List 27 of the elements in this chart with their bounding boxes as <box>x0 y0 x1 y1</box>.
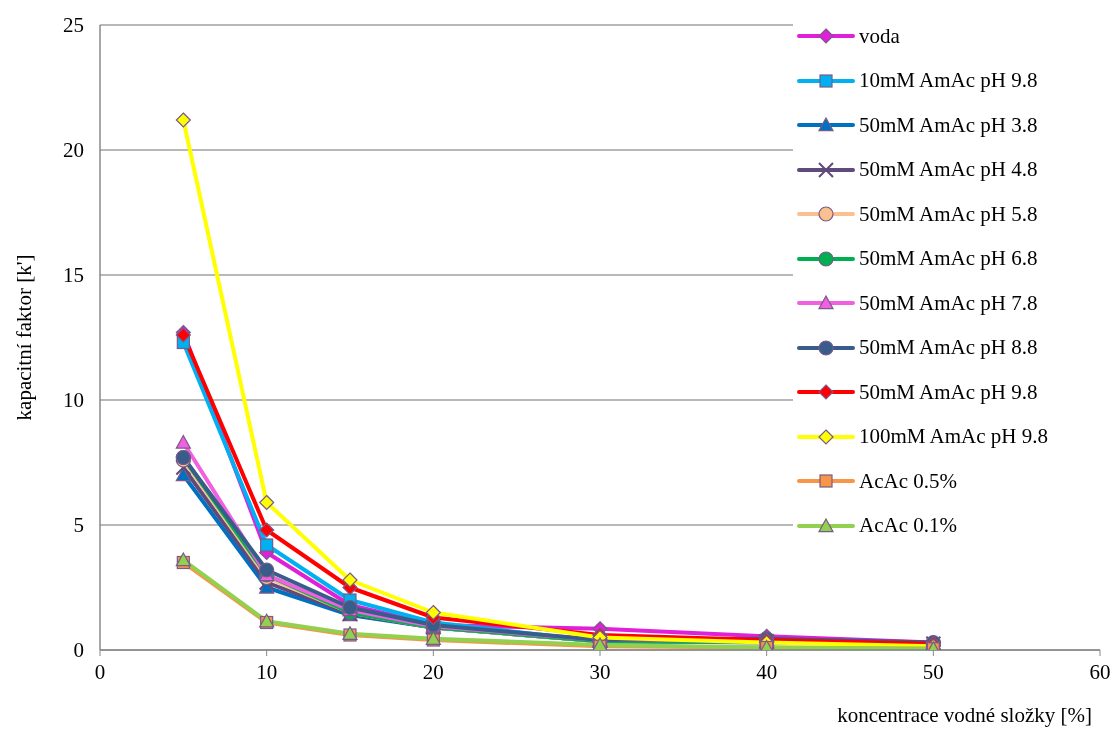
legend-label: 50mM AmAc pH 5.8 <box>859 201 1038 227</box>
y-tick-label: 0 <box>73 638 84 663</box>
legend-label: AcAc 0.5% <box>859 468 957 494</box>
y-tick-label: 10 <box>63 388 84 413</box>
y-tick-label: 25 <box>63 13 84 38</box>
legend-label: 50mM AmAc pH 9.8 <box>859 379 1038 405</box>
y-axis-title: kapacitní faktor [k'] <box>12 254 37 421</box>
x-tick-label: 40 <box>756 659 778 684</box>
legend-label: 50mM AmAc pH 4.8 <box>859 157 1038 183</box>
legend-label: 10mM AmAc pH 9.8 <box>859 68 1038 94</box>
x-tick-label: 30 <box>589 659 611 684</box>
y-tick-label: 15 <box>63 263 84 288</box>
x-tick-label: 10 <box>256 659 278 684</box>
x-tick-label: 50 <box>922 659 944 684</box>
legend-label: 100mM AmAc pH 9.8 <box>859 424 1048 450</box>
x-tick-label: 60 <box>1089 659 1111 684</box>
y-tick-label: 5 <box>73 513 84 538</box>
x-axis-title: koncentrace vodné složky [%] <box>837 703 1092 727</box>
legend-label: 50mM AmAc pH 8.8 <box>859 335 1038 361</box>
x-tick-label: 0 <box>94 659 106 684</box>
legend-label: 50mM AmAc pH 7.8 <box>859 290 1038 316</box>
y-tick-label: 20 <box>63 138 84 163</box>
legend-label: 50mM AmAc pH 3.8 <box>859 112 1038 138</box>
legend-label: AcAc 0.1% <box>859 513 957 539</box>
legend-label: 50mM AmAc pH 6.8 <box>859 246 1038 272</box>
legend-label: voda <box>859 23 900 49</box>
x-tick-label: 20 <box>422 659 444 684</box>
